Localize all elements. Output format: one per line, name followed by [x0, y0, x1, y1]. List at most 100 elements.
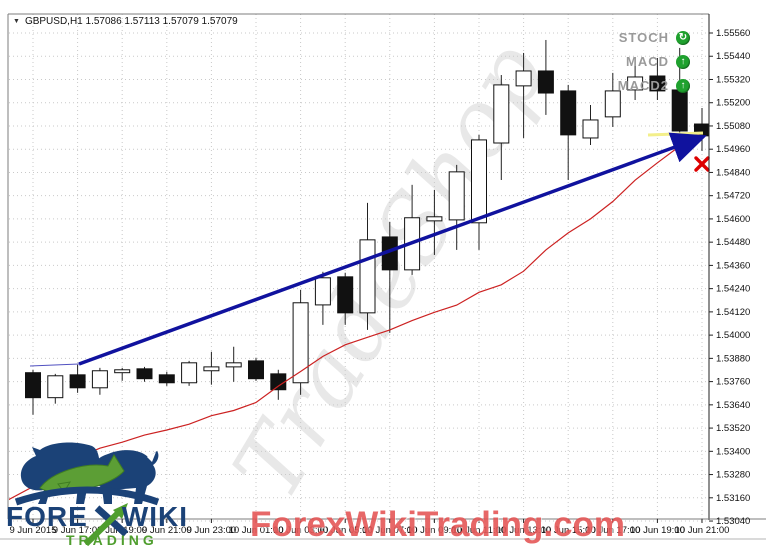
- bull-candle-body: [225, 362, 242, 368]
- grid: [9, 14, 709, 522]
- time-axis-label: 10 Jun 01:00: [229, 525, 284, 536]
- indicator-row-stoch[interactable]: STOCH ↻: [619, 30, 690, 45]
- price-axis-label: 1.55200: [716, 98, 750, 109]
- price-axis-label: 1.54960: [716, 144, 750, 155]
- stoch-label: STOCH: [618, 30, 669, 45]
- time-axis-label: 10 Jun 11:00: [452, 525, 506, 536]
- candle: [337, 272, 354, 325]
- bear-candle-body: [537, 70, 554, 94]
- symbol-quote-title: GBPUSD,H1 1.57086 1.57113 1.57079 1.5707…: [24, 16, 238, 27]
- refresh-circle-icon: ↻: [676, 30, 690, 45]
- bear-candle-body: [671, 89, 688, 132]
- bull-candle-body: [203, 366, 220, 372]
- bear-candle-body: [248, 360, 264, 380]
- chart-frame: [0, 13, 766, 540]
- price-axis-label: 1.54360: [716, 260, 750, 271]
- price-axis-label: 1.53880: [716, 353, 750, 364]
- symbol-title-bar: ▼ GBPUSD,H1 1.57086 1.57113 1.57079 1.57…: [13, 16, 238, 27]
- time-axis-label: 10 Jun 09:00: [407, 525, 462, 536]
- candle: [537, 39, 554, 115]
- site-watermark: ForexWikiTrading.com: [250, 505, 626, 544]
- bear-candle-body: [25, 372, 41, 399]
- bear-candle-body: [69, 374, 86, 389]
- candle: [448, 164, 465, 250]
- candles-layer: [25, 39, 709, 415]
- price-axis-label: 1.54000: [716, 330, 750, 341]
- candle: [604, 72, 621, 127]
- bull-candle-body: [515, 70, 532, 87]
- bull-candle-body: [426, 216, 443, 222]
- price-axis-label: 1.54720: [716, 191, 750, 202]
- candle: [158, 371, 175, 386]
- yellow-level-segment[interactable]: [647, 131, 704, 137]
- arrow-up-circle-icon: ↑: [676, 54, 690, 69]
- candle: [136, 366, 153, 382]
- candle: [114, 367, 131, 381]
- indicator-row-macd2[interactable]: MACD2 ↑: [618, 78, 690, 93]
- time-axis-label: 10 Jun 19:00: [630, 525, 685, 536]
- candle: [582, 105, 599, 145]
- bear-candle-body: [337, 276, 354, 314]
- time-axis-label: 9 Jun 21:00: [142, 525, 192, 536]
- time-axis-label: 10 Jun 15:00: [541, 525, 596, 536]
- bull-candle-body: [181, 362, 198, 384]
- time-axis-label: 10 Jun 03:00: [273, 525, 328, 536]
- candle: [359, 202, 376, 330]
- price-axis-label: 1.55320: [716, 74, 750, 85]
- candle: [560, 84, 577, 180]
- macd-label: MACD: [626, 54, 669, 69]
- bear-candle-body: [560, 90, 577, 136]
- price-axis-label: 1.53040: [716, 516, 750, 527]
- candle: [270, 369, 287, 400]
- logo-word-forex: FORE: [6, 501, 88, 532]
- price-axis-label: 1.55560: [716, 28, 750, 39]
- candle: [627, 59, 644, 101]
- bull-candle-body: [359, 239, 376, 314]
- candle: [69, 364, 86, 393]
- time-axis-label: 10 Jun 17:00: [585, 525, 640, 536]
- sell-x-mark[interactable]: [694, 156, 710, 172]
- time-axis-label: 9 Jun 23:00: [187, 525, 237, 536]
- logo-word-wiki: WIKI: [121, 501, 188, 532]
- time-axis-label: 10 Jun 07:00: [362, 525, 417, 536]
- bull-candle-body: [493, 84, 510, 144]
- price-axis-label: 1.54840: [716, 167, 750, 178]
- price-axis[interactable]: 1.55560 1.55440 1.55320 1.55200 1.55080 1.549…: [709, 28, 750, 527]
- price-axis-label: 1.53400: [716, 446, 750, 457]
- trend-arrow-line[interactable]: [78, 132, 707, 366]
- logo-word-trading: TRADING: [66, 532, 158, 548]
- bear-bull-logo-graphic: [14, 442, 160, 547]
- price-axis-label: 1.54240: [716, 284, 750, 295]
- candle: [426, 189, 443, 255]
- moving-average-line: [9, 131, 703, 501]
- candle: [181, 360, 198, 386]
- price-axis-label: 1.53760: [716, 377, 750, 388]
- price-axis-label: 1.53520: [716, 423, 750, 434]
- forex-wiki-trading-logo: FORE WIKI TRADING: [0, 420, 196, 550]
- indicator-signal-panel: STOCH ↻ MACD ↑ MACD2 ↑: [618, 30, 690, 93]
- candle: [25, 369, 41, 415]
- bull-candle-body: [292, 302, 309, 384]
- candle: [471, 134, 487, 250]
- bull-candle-body: [471, 139, 487, 224]
- macd2-label: MACD2: [617, 78, 669, 93]
- time-axis-label: 10 Jun 13:00: [496, 525, 551, 536]
- candle: [404, 184, 421, 275]
- logo-x-green-arrowhead: [113, 503, 128, 519]
- price-axis-label: 1.53640: [716, 400, 750, 411]
- thin-trendline[interactable]: [29, 363, 80, 367]
- candle: [292, 289, 309, 395]
- indicator-row-macd[interactable]: MACD ↑: [626, 54, 690, 69]
- time-axis-label: 9 Jun 2015: [9, 525, 56, 536]
- bear-candle-body: [270, 373, 287, 391]
- price-axis-label: 1.55080: [716, 121, 750, 132]
- sell-x-stroke: [694, 156, 710, 172]
- time-axis-label: 10 Jun 21:00: [675, 525, 730, 536]
- price-axis-label: 1.54480: [716, 237, 750, 248]
- time-axis-label: 9 Jun 17:00: [53, 525, 103, 536]
- bull-candle-body: [314, 277, 331, 306]
- collapse-chart-icon[interactable]: ▼: [13, 18, 20, 25]
- price-axis-label: 1.55440: [716, 51, 750, 62]
